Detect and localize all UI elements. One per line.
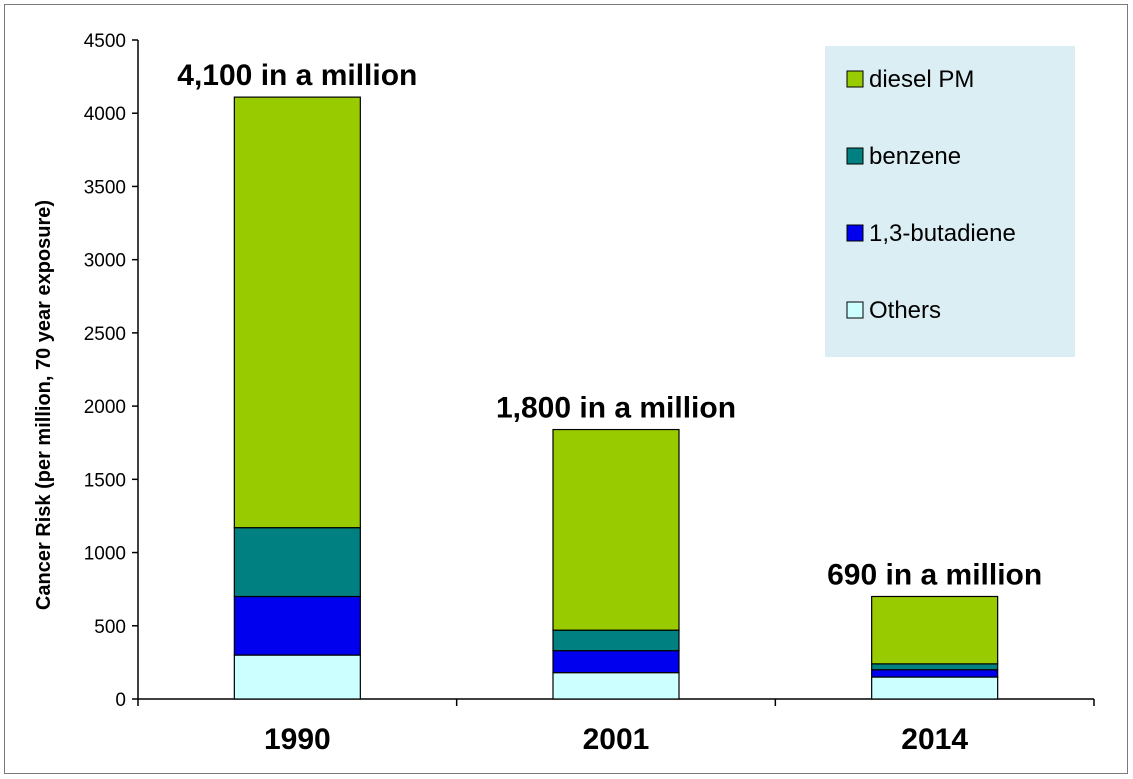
- y-tick-label: 3500: [84, 177, 126, 198]
- bar-1990-diesel-pm: [233, 96, 361, 529]
- legend-label-1-3-butadiene: 1,3-butadiene: [869, 220, 1016, 247]
- y-tick-label: 4500: [84, 31, 126, 52]
- bar-1990-others: [233, 654, 361, 700]
- y-axis: 0 500 1000 1500 2000 2500 3000 3500 4000 4500: [84, 31, 139, 711]
- bar-1990-benzene: [233, 527, 361, 598]
- y-tick-label: 2500: [84, 324, 126, 345]
- bar-2001-1-3-butadiene: [552, 650, 680, 674]
- chart-frame: 0 500 1000 1500 2000 2500 3000 3500 4000 4500 199…: [4, 4, 1128, 774]
- x-tick-label-1990: 1990: [264, 723, 331, 756]
- bar-2001-others: [552, 672, 680, 700]
- legend-label-diesel-pm: diesel PM: [869, 66, 974, 93]
- bar-2001-benzene: [552, 629, 680, 652]
- bar-2014-benzene: [871, 663, 999, 671]
- y-tick-label: 1000: [84, 544, 126, 565]
- bar-total-labels: 4,100 in a million 1,800 in a million 690 …: [177, 59, 1042, 591]
- legend-swatch-benzene: [846, 147, 864, 165]
- bar-2014-1-3-butadiene: [871, 669, 999, 678]
- bar-2001-diesel-pm: [552, 428, 680, 631]
- bars: [233, 96, 999, 700]
- bar-2014-others: [871, 676, 999, 700]
- y-axis-label: Cancer Risk (per million, 70 year exposu…: [33, 200, 55, 610]
- bar-total-label-2014: 690 in a million: [827, 558, 1042, 591]
- y-tick-label: 3000: [84, 251, 126, 272]
- bar-2014-diesel-pm: [871, 595, 999, 665]
- x-tick-label-2014: 2014: [901, 723, 968, 756]
- legend-swatch-1-3-butadiene: [846, 224, 864, 242]
- legend-label-others: Others: [869, 297, 941, 324]
- bar-1990-1-3-butadiene: [233, 595, 361, 656]
- legend-swatch-diesel-pm: [846, 70, 864, 88]
- y-tick-label: 2000: [84, 397, 126, 418]
- y-tick-label: 4000: [84, 104, 126, 125]
- x-tick-label-2001: 2001: [583, 723, 650, 756]
- legend-background: [825, 46, 1075, 357]
- legend: diesel PM benzene 1,3-butadiene Others: [825, 46, 1075, 357]
- x-axis: 1990 2001 2014: [137, 698, 1095, 756]
- y-tick-label: 1500: [84, 470, 126, 491]
- y-tick-label: 500: [94, 617, 126, 638]
- bar-total-label-2001: 1,800 in a million: [496, 392, 736, 425]
- legend-label-benzene: benzene: [869, 143, 961, 170]
- y-tick-label: 0: [115, 690, 126, 711]
- bar-total-label-1990: 4,100 in a million: [177, 59, 417, 92]
- stacked-bar-chart: 0 500 1000 1500 2000 2500 3000 3500 4000 4500 199…: [33, 31, 1095, 756]
- legend-swatch-others: [846, 301, 864, 319]
